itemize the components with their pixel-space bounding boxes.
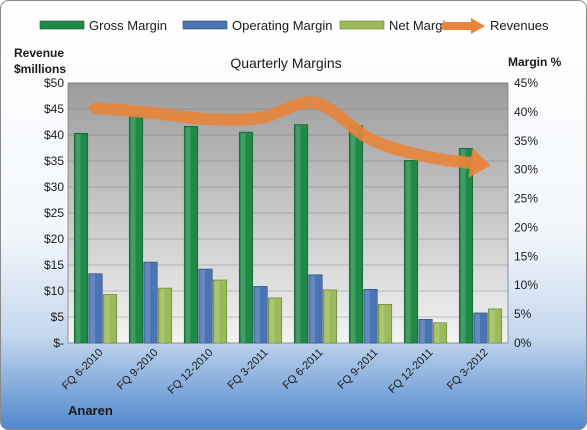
- legend: Gross Margin Operating Margin Net Margin Re…: [39, 18, 549, 34]
- bar-gross-margin: [238, 131, 254, 344]
- bar-operating-margin: [143, 261, 158, 344]
- legend-arrow-icon: [471, 18, 485, 34]
- bar-gross-margin: [348, 125, 364, 344]
- left-tick-label: $5: [51, 310, 65, 324]
- bar-net-margin: [377, 303, 393, 344]
- legend-label: Operating Margin: [232, 18, 332, 33]
- bar-gross-margin: [128, 114, 144, 344]
- legend-swatch: [339, 20, 385, 30]
- bar-net-margin: [322, 289, 338, 344]
- right-tick-label: 25%: [514, 192, 538, 206]
- left-tick-label: $25: [44, 206, 64, 220]
- right-tick-label: 15%: [514, 249, 538, 263]
- left-tick-label: $30: [44, 180, 64, 194]
- left-tick-label: $15: [44, 258, 64, 272]
- bar-net-margin: [102, 294, 118, 344]
- right-tick-label: 45%: [514, 76, 538, 90]
- left-tick-label: $10: [44, 284, 64, 298]
- left-tick-label: $45: [44, 102, 64, 116]
- bar-gross-margin: [293, 124, 309, 344]
- bar-operating-margin: [198, 268, 213, 344]
- bar-gross-margin: [403, 160, 419, 344]
- left-tick-label: $20: [44, 232, 64, 246]
- legend-label: Revenues: [490, 18, 549, 33]
- right-tick-label: 30%: [514, 163, 538, 177]
- line-layer: [89, 96, 491, 178]
- legend-item-net-margin: Net Margin: [339, 18, 453, 33]
- bar-net-margin: [432, 322, 448, 344]
- right-tick-label: 5%: [514, 307, 532, 321]
- left-tick-label: $50: [44, 76, 64, 90]
- bar-operating-margin: [418, 319, 433, 344]
- left-tick-label: $35: [44, 154, 64, 168]
- bar-gross-margin: [183, 126, 199, 344]
- left-axis-label-line2: $millions: [14, 62, 66, 76]
- bar-operating-margin: [363, 288, 378, 344]
- revenues-line: [89, 96, 487, 171]
- legend-swatch: [182, 20, 228, 30]
- bar-operating-margin: [253, 286, 268, 344]
- right-tick-label: 40%: [514, 105, 538, 119]
- right-axis-label: Margin %: [508, 55, 562, 69]
- legend-item-gross-margin: Gross Margin: [39, 18, 167, 33]
- legend-item-operating-margin: Operating Margin: [182, 18, 332, 33]
- right-tick-label: 20%: [514, 220, 538, 234]
- bar-net-margin: [212, 279, 228, 344]
- revenues-arrowhead: [468, 147, 491, 178]
- bar-operating-margin: [88, 273, 103, 344]
- bar-operating-margin: [473, 312, 488, 344]
- bar-net-margin: [487, 308, 503, 344]
- left-tick-label: $-: [53, 336, 64, 350]
- right-tick-label: 0%: [514, 336, 532, 350]
- legend-label: Net Margin: [389, 18, 453, 33]
- bar-net-margin: [267, 297, 283, 344]
- bars-layer: [73, 114, 503, 344]
- bar-gross-margin: [73, 132, 89, 344]
- bar-net-margin: [157, 287, 173, 344]
- left-tick-label: $40: [44, 128, 64, 142]
- footer-label: Anaren: [68, 403, 113, 418]
- legend-swatch: [39, 20, 85, 30]
- legend-item-revenues: Revenues: [441, 18, 549, 34]
- right-tick-label: 35%: [514, 134, 538, 148]
- left-axis-label-line1: Revenue: [14, 46, 64, 60]
- bar-gross-margin: [458, 147, 474, 344]
- chart-title: Quarterly Margins: [230, 55, 341, 71]
- bar-operating-margin: [308, 274, 323, 344]
- legend-label: Gross Margin: [89, 18, 167, 33]
- right-tick-label: 10%: [514, 278, 538, 292]
